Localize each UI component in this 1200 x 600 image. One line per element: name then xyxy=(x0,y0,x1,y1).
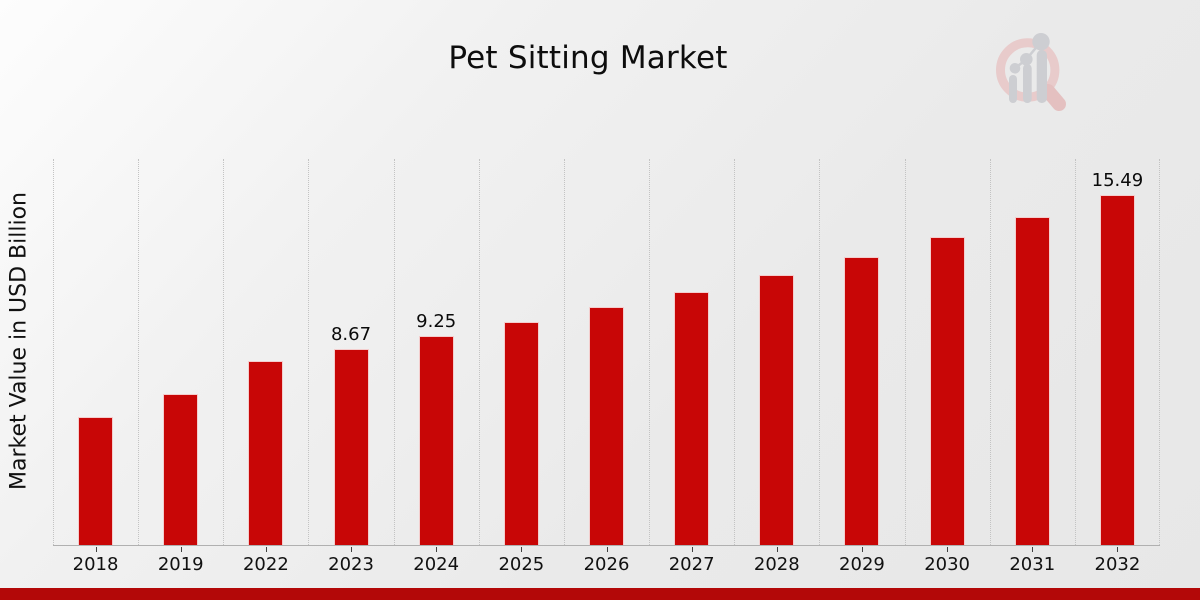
vertical-gridline xyxy=(223,159,225,545)
vertical-gridline xyxy=(308,159,310,545)
bar-value-label-2023: 8.67 xyxy=(330,324,372,346)
vertical-gridline xyxy=(138,159,140,545)
bar-2023 xyxy=(333,349,369,545)
x-tick-label-2027: 2027 xyxy=(668,554,715,575)
x-tick-2030 xyxy=(947,547,949,552)
x-tick-2026 xyxy=(606,547,608,552)
x-tick-label-2028: 2028 xyxy=(753,554,800,575)
bar-2024 xyxy=(418,336,454,545)
x-tick-label-2019: 2019 xyxy=(157,554,204,575)
vertical-gridline xyxy=(1074,159,1076,545)
x-tick-label-2031: 2031 xyxy=(1009,554,1056,575)
vertical-gridline xyxy=(1159,159,1160,545)
x-tick-2031 xyxy=(1032,547,1034,552)
x-tick-label-2032: 2032 xyxy=(1094,554,1141,575)
vertical-gridline xyxy=(53,159,54,545)
x-tick-label-2026: 2026 xyxy=(583,554,630,575)
x-tick-label-2024: 2024 xyxy=(413,554,460,575)
bar-2027 xyxy=(674,291,710,545)
bar-2031 xyxy=(1014,216,1050,545)
bar-2025 xyxy=(503,322,539,545)
vertical-gridline xyxy=(734,159,736,545)
vertical-gridline xyxy=(393,159,395,545)
chart-title: Pet Sitting Market xyxy=(448,40,728,76)
y-axis-label: Market Value in USD Billion xyxy=(6,191,32,491)
vertical-gridline xyxy=(478,159,480,545)
bar-value-label-2032: 15.49 xyxy=(1091,170,1144,192)
bar-2029 xyxy=(844,256,880,545)
x-tick-label-2030: 2030 xyxy=(924,554,971,575)
bar-2018 xyxy=(78,417,114,545)
bar-value-label-2024: 9.25 xyxy=(416,311,457,333)
bar-2026 xyxy=(589,307,624,545)
bar-2022 xyxy=(248,361,284,545)
x-tick-2024 xyxy=(436,547,438,552)
x-tick-2023 xyxy=(351,547,353,552)
x-tick-label-2022: 2022 xyxy=(242,554,289,575)
footer-accent-bar xyxy=(0,588,1200,600)
bar-2030 xyxy=(929,237,965,545)
x-tick-2027 xyxy=(691,547,693,552)
x-tick-2025 xyxy=(521,547,523,552)
x-tick-2028 xyxy=(776,547,778,552)
x-tick-2022 xyxy=(265,547,267,552)
x-tick-label-2029: 2029 xyxy=(839,554,885,575)
growth-bars-icon xyxy=(1009,33,1050,103)
x-tick-2029 xyxy=(861,547,863,552)
vertical-gridline xyxy=(989,159,991,545)
bar-2019 xyxy=(163,394,199,545)
x-tick-2032 xyxy=(1117,547,1119,552)
vertical-gridline xyxy=(819,159,821,545)
bar-2028 xyxy=(759,274,795,545)
vertical-gridline xyxy=(649,159,651,545)
x-tick-2018 xyxy=(95,547,97,552)
market-research-future-logo-icon xyxy=(996,33,1066,111)
bar-2032 xyxy=(1099,195,1135,545)
x-tick-label-2025: 2025 xyxy=(498,554,545,575)
vertical-gridline xyxy=(904,159,906,545)
vertical-gridline xyxy=(563,159,565,545)
x-tick-2019 xyxy=(180,547,182,552)
x-tick-label-2018: 2018 xyxy=(72,554,119,575)
plot-area: 2018 2019 2022 8.67 2023 9.25 2024 2025 2026 2027… xyxy=(53,159,1160,575)
x-tick-label-2023: 2023 xyxy=(328,554,374,575)
